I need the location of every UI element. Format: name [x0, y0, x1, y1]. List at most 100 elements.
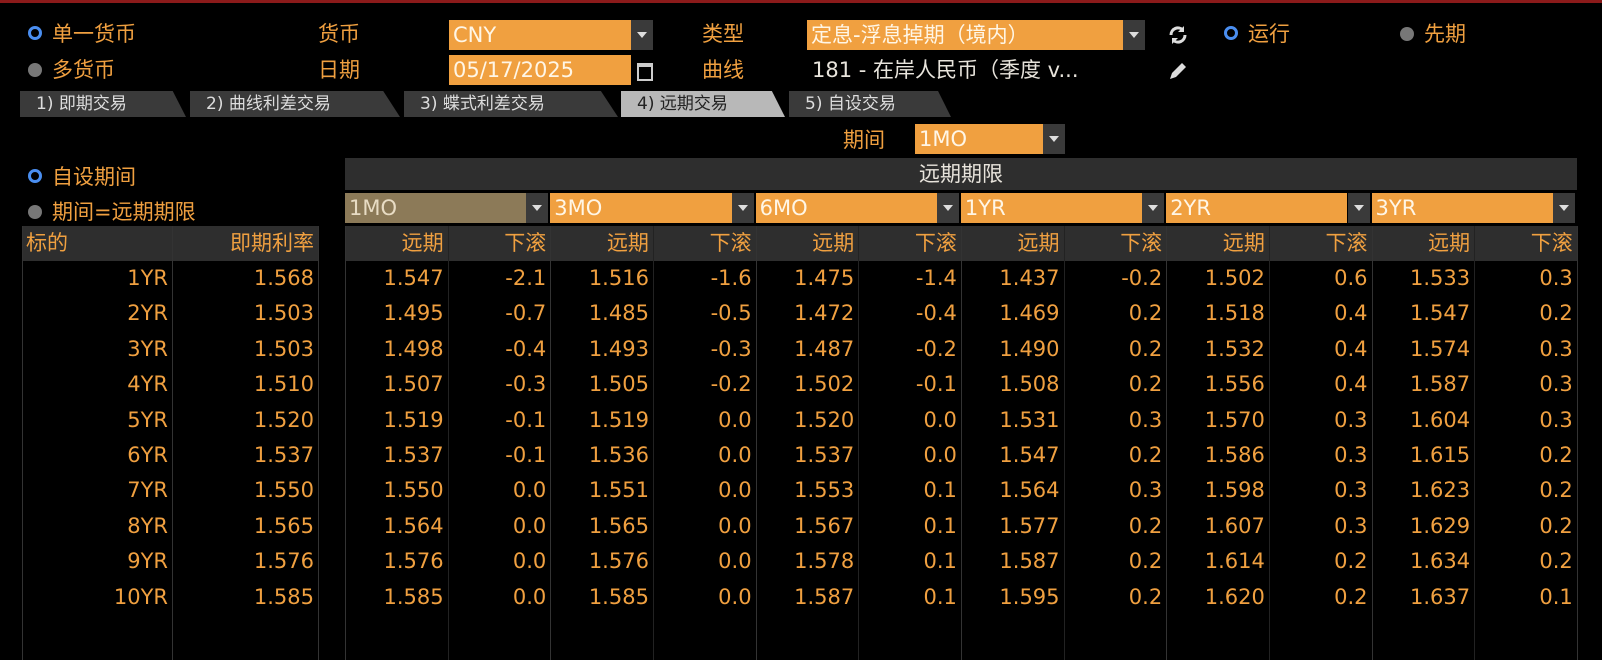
roll-down: 0.2: [1539, 443, 1573, 467]
period-option[interactable]: 期间=远期期限: [52, 200, 196, 224]
tab[interactable]: 2) 曲线利差交易: [190, 91, 400, 117]
sub-header: 远期: [1017, 231, 1060, 255]
forward-rate: 1.508: [999, 372, 1060, 397]
forward-rate: 1.570: [1204, 407, 1265, 432]
calendar-icon[interactable]: [637, 63, 653, 81]
mode-option[interactable]: 多货币: [52, 58, 115, 82]
date-input[interactable]: 05/17/2025: [449, 55, 631, 85]
period-option[interactable]: 自设期间: [52, 165, 136, 189]
tenor: 1YR: [127, 266, 168, 290]
horizon-input[interactable]: 1MO: [345, 193, 527, 223]
forward-rate: 1.437: [999, 266, 1060, 290]
dropdown-button[interactable]: [1552, 193, 1575, 223]
radio[interactable]: [28, 205, 42, 219]
sub-header: 远期: [401, 231, 444, 255]
roll-down: 0.3: [1128, 478, 1163, 503]
dropdown-button[interactable]: [1123, 20, 1145, 50]
mode-option[interactable]: 单一货币: [52, 22, 136, 46]
roll-down: 0.1: [923, 549, 957, 574]
forward-rate: 1.614: [1204, 549, 1265, 574]
roll-down: 0.2: [1128, 513, 1163, 538]
period-input[interactable]: 1MO: [915, 124, 1043, 154]
radio[interactable]: [28, 63, 42, 77]
radio[interactable]: [1400, 27, 1414, 41]
radio-selected[interactable]: [28, 169, 42, 183]
forward-rate: 1.550: [383, 478, 444, 503]
radio-selected[interactable]: [28, 26, 42, 40]
label: 曲线: [702, 58, 744, 82]
spot-rate: 1.510: [253, 372, 314, 397]
type-input[interactable]: 定息-浮息掉期（境内）: [807, 20, 1123, 50]
roll-down: 0.1: [923, 513, 957, 538]
forward-rate: 1.595: [999, 584, 1060, 609]
tenor: 4YR: [127, 372, 168, 397]
roll-down: 0.2: [1128, 549, 1163, 574]
forward-rate: 1.553: [794, 478, 855, 503]
forward-rate: 1.564: [383, 513, 444, 538]
horizon-input[interactable]: 2YR: [1166, 193, 1348, 223]
roll-down: 0.0: [718, 584, 752, 609]
roll-down: 0.3: [1539, 407, 1573, 432]
grid-line: [22, 226, 23, 660]
forward-rate: 1.634: [1410, 549, 1471, 574]
roll-down: 0.4: [1334, 336, 1368, 361]
dropdown-button[interactable]: [731, 193, 754, 223]
horizon-input[interactable]: 3MO: [550, 193, 732, 223]
tenor: 7YR: [127, 478, 168, 503]
grid-line: [960, 226, 962, 660]
edit-icon[interactable]: [1166, 59, 1190, 83]
forward-rate: 1.505: [588, 372, 649, 397]
dropdown-button[interactable]: [1142, 193, 1165, 223]
roll-down: 0.4: [1334, 301, 1368, 326]
tenor: 6YR: [127, 443, 168, 467]
run-option[interactable]: 运行: [1248, 22, 1290, 46]
horizon-input[interactable]: 3YR: [1371, 193, 1553, 223]
dropdown-button[interactable]: [526, 193, 549, 223]
forward-rate: 1.587: [794, 584, 855, 609]
horizon-input[interactable]: 1YR: [960, 193, 1143, 223]
spot-rate: 1.568: [253, 266, 314, 290]
forward-rate: 1.585: [383, 584, 444, 609]
dropdown-button[interactable]: [631, 20, 653, 50]
roll-down: -0.1: [505, 443, 547, 467]
forward-rate: 1.493: [588, 336, 649, 361]
curve-value[interactable]: 181 - 在岸人民币（季度 v...: [812, 58, 1079, 82]
dropdown-button[interactable]: [1043, 124, 1065, 154]
tab[interactable]: 5) 自设交易: [789, 91, 951, 117]
tenor: 8YR: [127, 513, 168, 538]
tab[interactable]: 3) 蝶式利差交易: [404, 91, 618, 117]
roll-down: -0.2: [710, 372, 752, 397]
grid-line: [1063, 226, 1065, 660]
forward-rate: 1.576: [383, 549, 444, 574]
forward-option[interactable]: 先期: [1424, 22, 1466, 46]
sub-header: 远期: [1222, 231, 1265, 255]
forward-rate: 1.585: [588, 584, 649, 609]
forward-rate: 1.587: [999, 549, 1060, 574]
forward-rate: 1.490: [999, 336, 1060, 361]
dropdown-button[interactable]: [1347, 193, 1370, 223]
roll-down: -0.7: [505, 301, 547, 326]
forward-rate: 1.629: [1410, 513, 1471, 538]
tab[interactable]: 4) 远期交易: [621, 91, 785, 117]
radio-selected[interactable]: [1224, 26, 1238, 40]
sub-header: 下滚: [504, 231, 547, 255]
spot-rate: 1.550: [253, 478, 314, 503]
forward-rate: 1.531: [999, 407, 1060, 432]
roll-down: -0.3: [505, 372, 547, 397]
roll-down: -0.4: [915, 301, 957, 326]
refresh-icon[interactable]: [1166, 23, 1190, 47]
forward-rate: 1.578: [794, 549, 855, 574]
forward-rate: 1.532: [1204, 336, 1265, 361]
roll-down: 0.3: [1334, 513, 1368, 538]
forward-rate: 1.519: [588, 407, 649, 432]
forward-rate: 1.516: [588, 266, 649, 290]
roll-down: 0.3: [1539, 372, 1573, 397]
forward-rate: 1.536: [588, 443, 649, 467]
tenor: 2YR: [127, 301, 168, 326]
tab[interactable]: 1) 即期交易: [20, 91, 186, 117]
currency-input[interactable]: CNY: [449, 20, 631, 50]
label: 货币: [318, 22, 360, 46]
grid-line: [858, 226, 860, 660]
horizon-input[interactable]: 6MO: [755, 193, 937, 223]
dropdown-button[interactable]: [936, 193, 959, 223]
